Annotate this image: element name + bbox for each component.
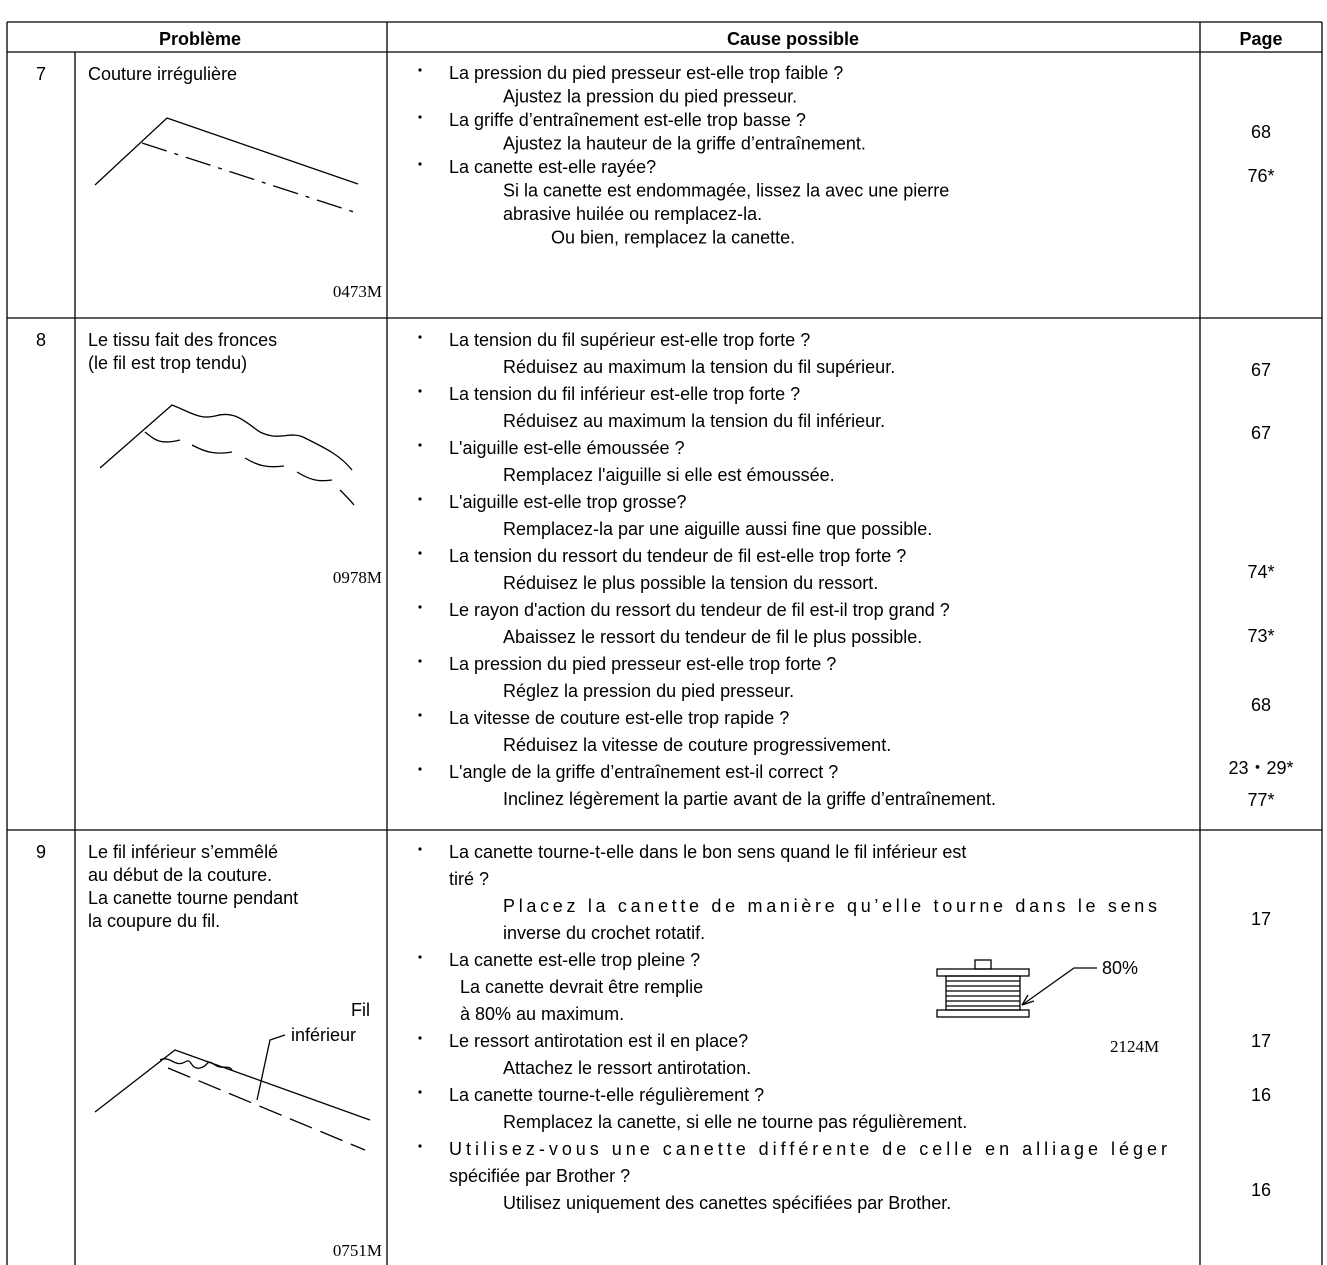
page-ref: 67 <box>1251 423 1271 443</box>
page-ref: 76* <box>1247 166 1274 186</box>
problem-text: Le tissu fait des fronces <box>88 330 277 350</box>
cause-remedy: Abaissez le ressort du tendeur de fil le… <box>503 627 922 647</box>
page-ref: 16 <box>1251 1085 1271 1105</box>
cause-remedy: abrasive huilée ou remplacez-la. <box>503 204 762 224</box>
cause-remedy: Remplacez-la par une aiguille aussi fine… <box>503 519 932 539</box>
cause-remedy: inverse du crochet rotatif. <box>503 923 705 943</box>
page-ref: 68 <box>1251 695 1271 715</box>
cause-remedy: Ajustez la pression du pied presseur. <box>503 87 797 107</box>
header-page: Page <box>1239 29 1282 49</box>
bullet <box>418 389 422 393</box>
cause-remedy: Attachez le ressort antirotation. <box>503 1058 751 1078</box>
bullet <box>418 115 422 119</box>
cause-question: La vitesse de couture est-elle trop rapi… <box>449 708 789 728</box>
figure-code: 0751M <box>333 1241 382 1260</box>
bullet <box>418 605 422 609</box>
page-ref: 17 <box>1251 1031 1271 1051</box>
table-grid <box>6 21 1323 1265</box>
bullet <box>418 955 422 959</box>
cause-question: Le rayon d'action du ressort du tendeur … <box>449 600 950 620</box>
page-ref: 17 <box>1251 909 1271 929</box>
bullet <box>418 767 422 771</box>
page-ref: 16 <box>1251 1180 1271 1200</box>
cause-question: L'aiguille est-elle trop grosse? <box>449 492 687 512</box>
bobbin-label: 80% <box>1102 958 1138 978</box>
cause-question: La canette tourne-t-elle régulièrement ? <box>449 1085 764 1105</box>
bullet <box>418 847 422 851</box>
cause-question: La pression du pied presseur est-elle tr… <box>449 63 843 83</box>
figure-tangled-thread <box>94 1034 371 1151</box>
cause-question: La canette tourne-t-elle dans le bon sen… <box>449 842 966 862</box>
bullet <box>418 335 422 339</box>
cause-question: Le ressort antirotation est il en place? <box>449 1031 748 1051</box>
cause-question: tiré ? <box>449 869 489 889</box>
cause-question: spécifiée par Brother ? <box>449 1166 630 1186</box>
cause-remedy: Réglez la pression du pied presseur. <box>503 681 794 701</box>
figure-code: 0978M <box>333 568 382 587</box>
cause-remedy: Placez la canette de manière qu’elle tou… <box>503 896 1157 916</box>
problem-text: (le fil est trop tendu) <box>88 353 247 373</box>
cause-remedy: Réduisez au maximum la tension du fil su… <box>503 357 895 377</box>
row-number: 8 <box>36 330 46 350</box>
cause-remedy: La canette devrait être remplie <box>460 977 703 997</box>
bullet <box>418 659 422 663</box>
header-cause: Cause possible <box>727 29 859 49</box>
page-ref: 73* <box>1247 626 1274 646</box>
cause-question: La canette est-elle trop pleine ? <box>449 950 700 970</box>
problem-text: La canette tourne pendant <box>88 888 298 908</box>
bullet <box>418 443 422 447</box>
figure-label: inférieur <box>291 1025 356 1045</box>
problem-text: au début de la couture. <box>88 865 272 885</box>
page-ref: 68 <box>1251 122 1271 142</box>
cause-remedy: Ajustez la hauteur de la griffe d’entraî… <box>503 134 866 154</box>
cause-question: La pression du pied presseur est-elle tr… <box>449 654 836 674</box>
page-ref: 67 <box>1251 360 1271 380</box>
row-number: 9 <box>36 842 46 862</box>
cause-question: La canette est-elle rayée? <box>449 157 656 177</box>
problem-text: Le fil inférieur s’emmêlé <box>88 842 278 862</box>
cause-question: L'angle de la griffe d’entraînement est-… <box>449 762 838 782</box>
page-ref: 74* <box>1247 562 1274 582</box>
cause-remedy: Remplacez la canette, si elle ne tourne … <box>503 1112 967 1132</box>
figure-irregular-seam <box>94 117 361 215</box>
bullet <box>418 1036 422 1040</box>
cause-remedy: à 80% au maximum. <box>460 1004 624 1024</box>
bullet <box>418 713 422 717</box>
cause-question: La tension du ressort du tendeur de fil … <box>449 546 906 566</box>
bullet <box>418 1144 422 1148</box>
cause-question: Utilisez-vous une canette différente de … <box>449 1139 1167 1159</box>
cause-question: La griffe d’entraînement est-elle trop b… <box>449 110 806 130</box>
cause-remedy: Si la canette est endommagée, lissez la … <box>503 181 949 201</box>
cause-remedy: Inclinez légèrement la partie avant de l… <box>503 789 996 809</box>
figure-puckering <box>99 404 355 506</box>
cause-question: La tension du fil supérieur est-elle tro… <box>449 330 810 350</box>
figure-code: 2124M <box>1110 1037 1159 1056</box>
bullet <box>418 68 422 72</box>
cause-remedy: Réduisez le plus possible la tension du … <box>503 573 878 593</box>
figure-label: Fil <box>351 1000 370 1020</box>
page-ref: 23・29* <box>1228 758 1293 778</box>
bullet <box>418 497 422 501</box>
cause-remedy: Réduisez la vitesse de couture progressi… <box>503 735 891 755</box>
header-problem: Problème <box>159 29 241 49</box>
bullet <box>418 162 422 166</box>
cause-remedy: Réduisez au maximum la tension du fil in… <box>503 411 885 431</box>
figure-code: 0473M <box>333 282 382 301</box>
cause-remedy: Ou bien, remplacez la canette. <box>551 228 795 248</box>
cause-remedy: Utilisez uniquement des canettes spécifi… <box>503 1193 951 1213</box>
problem-text: Couture irrégulière <box>88 64 237 84</box>
problem-text: la coupure du fil. <box>88 911 220 931</box>
cause-question: L'aiguille est-elle émoussée ? <box>449 438 685 458</box>
cause-remedy: Remplacez l'aiguille si elle est émoussé… <box>503 465 835 485</box>
cause-question: La tension du fil inférieur est-elle tro… <box>449 384 800 404</box>
bullet <box>418 551 422 555</box>
page-ref: 77* <box>1247 790 1274 810</box>
row-number: 7 <box>36 64 46 84</box>
bobbin-figure <box>936 959 1097 1018</box>
bullet <box>418 1090 422 1094</box>
